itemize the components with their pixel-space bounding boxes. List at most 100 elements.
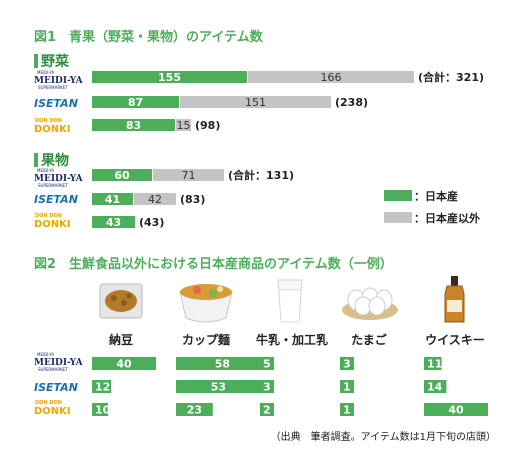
veg-meidiya-japan-value: 155 bbox=[158, 71, 181, 84]
fig1-title: 図1 青果（野菜・果物）のアイテム数 bbox=[34, 29, 264, 45]
category-label-natto: 納豆 bbox=[109, 332, 133, 347]
svg-text:MEIDI-YA: MEIDI-YA bbox=[34, 358, 84, 368]
veg-isetan-japan-value: 87 bbox=[128, 96, 143, 109]
veg-marker bbox=[34, 54, 38, 68]
veg-isetan-other-value: 151 bbox=[245, 96, 266, 109]
svg-text:MEIDI-YA: MEIDI-YA bbox=[37, 352, 55, 357]
veg-meidiya-japan-bar bbox=[92, 71, 247, 83]
fruit-meidiya-other-bar bbox=[153, 169, 224, 181]
fruit-marker bbox=[34, 153, 38, 167]
category-label-cup-noodle: カップ麺 bbox=[182, 332, 230, 347]
veg-donki-other-value: 15 bbox=[177, 119, 191, 132]
fruit-donki-total: (43) bbox=[139, 216, 164, 229]
legend: ：日本産 ：日本産以外 bbox=[384, 189, 480, 225]
category-label-eggs: たまご bbox=[351, 332, 388, 347]
meidiya-eggs-value: 3 bbox=[343, 358, 351, 371]
category-label-milk: 牛乳・加工乳 bbox=[256, 332, 328, 347]
milk-glass-icon bbox=[277, 279, 303, 323]
logo-isetan-fig2: ISETAN bbox=[34, 381, 78, 394]
fig2-title: 図2 生鮮食品以外における日本産商品のアイテム数（一例） bbox=[34, 256, 393, 272]
isetan-whisky-value: 14 bbox=[427, 381, 443, 394]
legend-label-japan: ：日本産 bbox=[414, 189, 458, 203]
veg-donki-japan-bar bbox=[92, 119, 175, 131]
veg-meidiya-total: (合計：321) bbox=[418, 70, 484, 84]
meidiya-milk-value: 5 bbox=[263, 358, 271, 371]
natto-icon bbox=[99, 283, 143, 319]
donki-eggs-value: 1 bbox=[343, 404, 351, 417]
svg-text:ISETAN: ISETAN bbox=[34, 97, 78, 110]
isetan-natto-bar bbox=[92, 380, 112, 393]
svg-text:MEIDI-YA: MEIDI-YA bbox=[34, 76, 84, 86]
eggs-icon bbox=[342, 287, 398, 320]
donki-eggs-bar bbox=[340, 403, 354, 416]
veg-donki-other-bar bbox=[176, 119, 191, 131]
meidiya-whisky-bar bbox=[424, 357, 442, 370]
donki-natto-value: 10 bbox=[95, 404, 111, 417]
cup-noodle-icon bbox=[179, 284, 233, 323]
donki-milk-bar bbox=[260, 403, 274, 416]
svg-text:DONKI: DONKI bbox=[34, 406, 71, 417]
logo-meidiya-veg: MEIDI-YA MEIDI-YA SUPERMARKET bbox=[34, 70, 84, 90]
svg-text:SUPERMARKET: SUPERMARKET bbox=[38, 85, 68, 90]
donki-whisky-bar bbox=[424, 403, 488, 416]
veg-isetan-japan-bar bbox=[92, 96, 179, 108]
fruit-meidiya-other-value: 71 bbox=[182, 169, 196, 182]
meidiya-eggs-bar bbox=[340, 357, 354, 370]
logo-meidiya-fruit: MEIDI-YA MEIDI-YA SUPERMARKET bbox=[34, 168, 84, 188]
fruit-donki-japan-value: 43 bbox=[106, 216, 121, 229]
isetan-milk-bar bbox=[260, 380, 274, 393]
isetan-whisky-bar bbox=[424, 380, 447, 393]
donki-cup-noodle-value: 23 bbox=[187, 404, 202, 417]
fig1-bars: 155 166 (合計：321) 87 151 (238) 83 15 (98) 60 71 (合計：… bbox=[92, 70, 484, 229]
isetan-milk-value: 3 bbox=[263, 381, 271, 394]
legend-swatch-japan bbox=[384, 190, 412, 201]
svg-text:DONKI: DONKI bbox=[34, 124, 71, 135]
svg-text:SUPERMARKET: SUPERMARKET bbox=[38, 183, 68, 188]
svg-text:MEIDI-YA: MEIDI-YA bbox=[34, 174, 84, 184]
legend-swatch-other bbox=[384, 212, 412, 223]
fruit-donki-japan-bar bbox=[92, 216, 135, 228]
meidiya-natto-bar bbox=[92, 357, 156, 370]
fruit-meidiya-total: (合計：131) bbox=[228, 168, 294, 182]
meidiya-cup-noodle-bar bbox=[176, 357, 269, 370]
isetan-cup-noodle-bar bbox=[176, 380, 261, 393]
isetan-eggs-value: 1 bbox=[343, 381, 351, 394]
donki-cup-noodle-bar bbox=[176, 403, 213, 416]
veg-isetan-total: (238) bbox=[335, 96, 368, 109]
svg-text:ISETAN: ISETAN bbox=[34, 381, 78, 394]
svg-text:MEIDI-YA: MEIDI-YA bbox=[37, 70, 55, 75]
meidiya-whisky-value: 11 bbox=[427, 358, 442, 371]
fruit-isetan-japan-bar bbox=[92, 193, 133, 205]
isetan-natto-value: 12 bbox=[95, 381, 110, 394]
fruit-section-title: 果物 bbox=[40, 152, 69, 169]
fruit-isetan-japan-value: 41 bbox=[105, 193, 120, 206]
donki-milk-value: 2 bbox=[263, 404, 271, 417]
category-label-whisky: ウイスキー bbox=[425, 333, 485, 347]
svg-text:DON DON: DON DON bbox=[35, 400, 62, 406]
logo-isetan-fruit: ISETAN bbox=[34, 193, 78, 206]
source-note: （出典 筆者調査。アイテム数は1月下旬の店頭） bbox=[271, 430, 496, 443]
logo-meidiya-fig2: MEIDI-YA MEIDI-YA SUPERMARKET bbox=[34, 352, 84, 372]
veg-isetan-other-bar bbox=[180, 96, 331, 108]
svg-text:DON DON: DON DON bbox=[35, 118, 62, 124]
fruit-meidiya-japan-value: 60 bbox=[114, 169, 130, 182]
svg-text:ISETAN: ISETAN bbox=[34, 193, 78, 206]
logo-donki-fig2: DON DON DONKI bbox=[34, 400, 71, 417]
isetan-eggs-bar bbox=[340, 380, 354, 393]
logo-donki-veg: DON DON DONKI bbox=[34, 118, 71, 135]
fruit-meidiya-japan-bar bbox=[92, 169, 152, 181]
svg-text:MEIDI-YA: MEIDI-YA bbox=[37, 168, 55, 173]
meidiya-cup-noodle-value: 58 bbox=[215, 358, 230, 371]
fruit-isetan-other-value: 42 bbox=[148, 193, 162, 206]
logo-isetan-veg: ISETAN bbox=[34, 97, 78, 110]
svg-text:DON DON: DON DON bbox=[35, 213, 62, 219]
whisky-bottle-icon bbox=[444, 276, 465, 323]
svg-text:DONKI: DONKI bbox=[34, 219, 71, 230]
donki-whisky-value: 40 bbox=[448, 404, 464, 417]
logo-donki-fruit: DON DON DONKI bbox=[34, 213, 71, 230]
veg-section-title: 野菜 bbox=[41, 53, 70, 70]
veg-meidiya-other-bar bbox=[248, 71, 414, 83]
